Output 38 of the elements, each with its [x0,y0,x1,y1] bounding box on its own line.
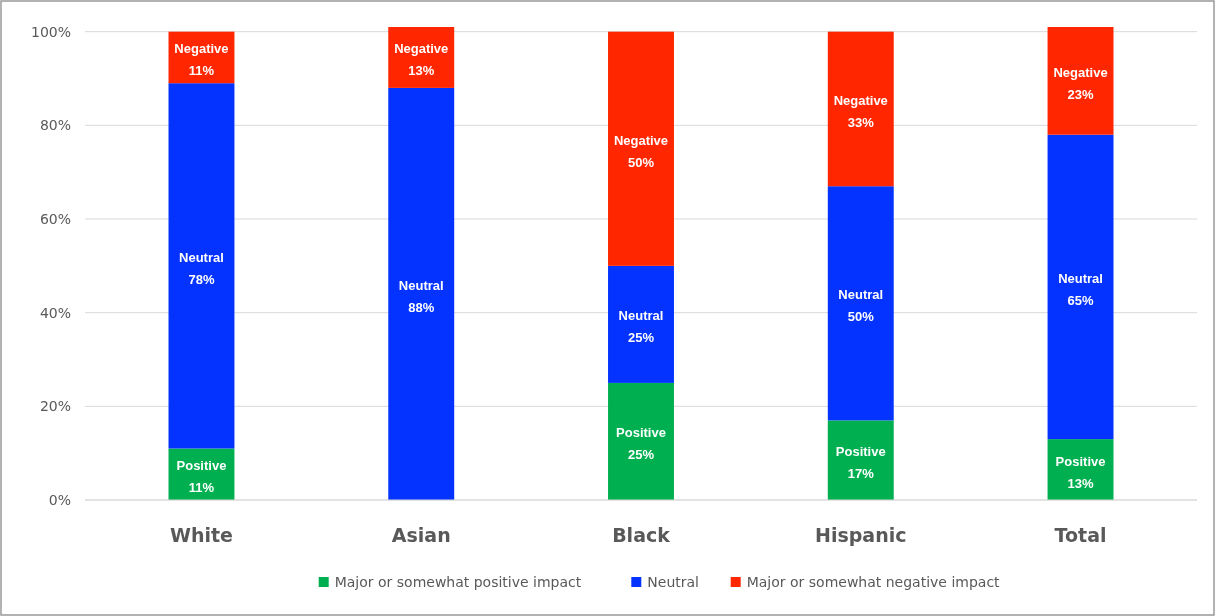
legend-label: Neutral [647,574,699,590]
y-tick-label: 60% [39,211,71,228]
data-label: Neutral 25% [618,308,664,346]
x-tick-label: Black [612,524,671,546]
data-label: Positive 25% [616,425,666,463]
y-tick-label: 0% [48,492,71,508]
bar [608,382,674,500]
bar [388,87,455,500]
y-tick-label: 100% [30,23,71,40]
x-tick-label: White [169,524,233,546]
data-label: Neutral 88% [398,277,444,315]
data-label: Negative 33% [833,92,888,130]
data-label: Positive 17% [835,444,886,482]
bar [1047,134,1114,440]
legend-label: Major or somewhat negative impact [746,574,1001,590]
bar [827,186,894,421]
bar [827,420,894,500]
bar [168,83,235,449]
bar [608,265,674,383]
y-tick-label: 40% [39,304,71,321]
data-label: Negative 11% [174,41,229,79]
data-label: Positive 13% [1055,453,1106,491]
legend-label: Major or somewhat positive impact [334,574,582,590]
bar [1047,27,1114,135]
data-label: Negative 13% [394,41,449,79]
y-tick-label: 20% [39,398,71,415]
data-label: Negative 50% [613,132,669,170]
data-label: Neutral 50% [838,287,884,325]
x-tick-label: Asian [391,524,451,546]
bar [608,31,674,266]
data-label: Neutral 78% [179,249,224,287]
data-label: Neutral 65% [1058,270,1103,308]
y-tick-label: 80% [39,117,71,134]
bar [827,31,894,187]
data-label: Negative 23% [1053,64,1108,102]
x-tick-label: Total [1054,524,1107,546]
x-tick-label: Hispanic [815,524,907,546]
data-label: Positive 11% [176,458,227,496]
